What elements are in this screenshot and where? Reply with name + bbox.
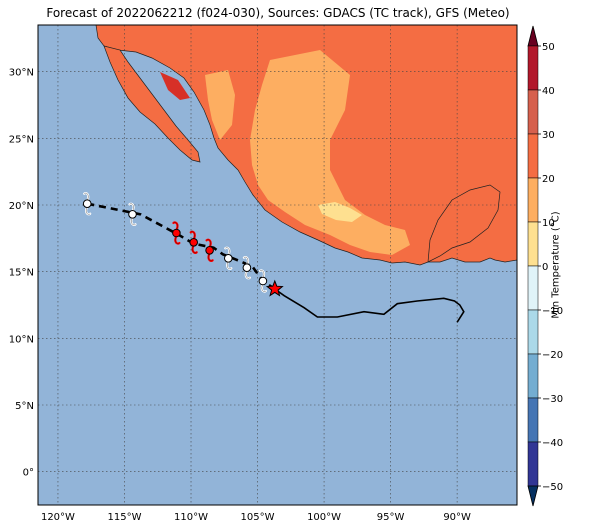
colorbar-tick-label: −10: [542, 306, 563, 317]
lat-tick-label: 10°N: [9, 334, 34, 345]
storm-marker: [82, 192, 92, 216]
lat-tick-label: 5°N: [15, 401, 34, 412]
colorbar-tick-label: −30: [542, 394, 563, 405]
lat-tick-label: 15°N: [9, 268, 34, 279]
colorbar-segment: [527, 353, 539, 399]
colorbar-ticks: 50 40 30 20 10 0 −10 −20 −30 −40 −50: [538, 42, 563, 493]
track-past-line: [274, 288, 465, 323]
lon-tick-label: 95°W: [377, 512, 405, 523]
storm-marker: [224, 246, 233, 270]
gridlines: [38, 25, 517, 505]
colorbar-segment: [527, 309, 539, 355]
colorbar-tick-label: −50: [542, 482, 563, 493]
lon-tick-label: 105°W: [241, 512, 275, 523]
lat-tick-label: 20°N: [9, 201, 34, 212]
colorbar-tick-label: 50: [542, 42, 555, 53]
map-title: Forecast of 2022062212 (f024-030), Sourc…: [46, 6, 510, 20]
storm-marker: [258, 269, 268, 293]
lat-tick-label: 0°: [23, 468, 34, 479]
lon-tick-label: 90°W: [443, 512, 471, 523]
longitude-labels: 120°W 115°W 110°W 105°W 100°W 95°W 90°W: [41, 512, 471, 523]
colorbar-segment: [527, 177, 539, 223]
colorbar-tick-label: 10: [542, 218, 555, 229]
current-position-star: [265, 279, 284, 297]
colorbar-segment: [527, 221, 539, 267]
storm-marker: [189, 230, 198, 254]
land-yucatan: [427, 184, 501, 263]
storm-marker: [128, 202, 137, 226]
colorbar-segment: [527, 45, 539, 91]
storm-marker: [172, 221, 181, 245]
lon-tick-label: 100°W: [307, 512, 341, 523]
storm-marker: [242, 256, 252, 280]
lon-tick-label: 110°W: [174, 512, 208, 523]
colorbar: [527, 25, 539, 507]
colorbar-tick-label: 30: [542, 130, 555, 141]
track-forecast-line: [86, 202, 276, 291]
lon-tick-label: 115°W: [107, 512, 141, 523]
colorbar-segment: [527, 265, 539, 311]
land-baja: [103, 45, 201, 163]
lat-tick-label: 30°N: [9, 68, 34, 79]
land-plateau: [250, 50, 410, 255]
colorbar-min-extension: [527, 485, 539, 507]
colorbar-max-extension: [527, 25, 539, 47]
colorbar-tick-label: 0: [542, 262, 548, 273]
lat-tick-label: 25°N: [9, 134, 34, 145]
land-desert-hot: [160, 72, 190, 100]
latitude-labels: 30°N 25°N 20°N 15°N 10°N 5°N 0°: [9, 68, 34, 479]
colorbar-segment: [527, 133, 539, 179]
colorbar-tick-label: −40: [542, 438, 563, 449]
land-plateau-west: [205, 70, 235, 140]
colorbar-segment: [527, 89, 539, 135]
land-highland-cool: [318, 202, 362, 222]
storm-markers: [82, 192, 268, 293]
colorbar-tick-label: 20: [542, 174, 555, 185]
storm-marker: [205, 238, 214, 262]
colorbar-segment: [527, 441, 539, 487]
colorbar-tick-label: −20: [542, 350, 563, 361]
colorbar-tick-label: 40: [542, 86, 555, 97]
colorbar-label: Min Temperature (°C): [550, 211, 562, 319]
map-frame: [37, 24, 518, 506]
lon-tick-label: 120°W: [41, 512, 75, 523]
colorbar-segment: [527, 397, 539, 443]
